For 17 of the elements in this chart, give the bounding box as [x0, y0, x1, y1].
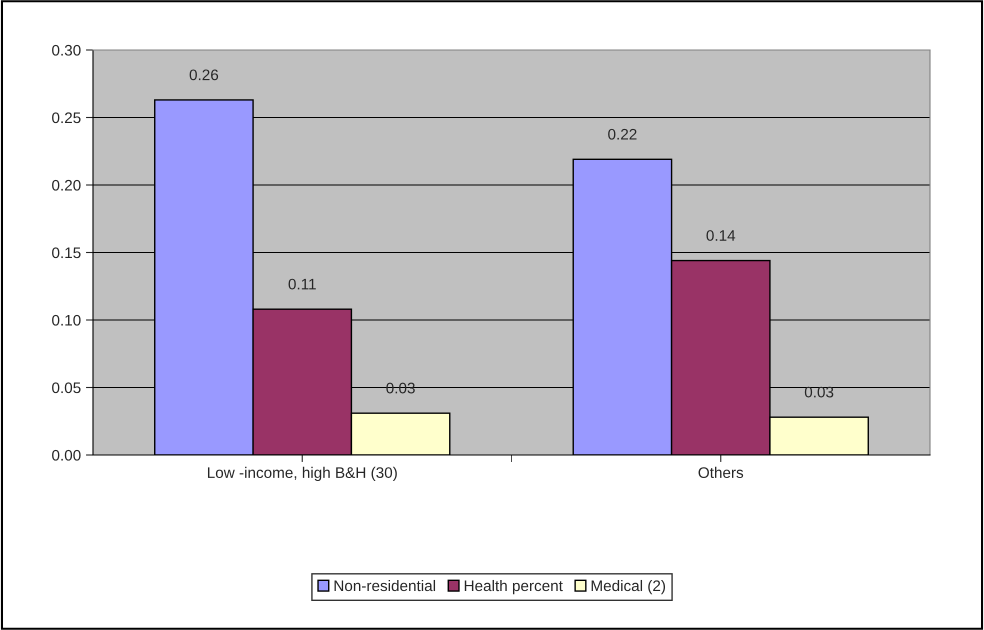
legend-label: Health percent [464, 580, 563, 594]
y-tick-label: 0.30 [52, 44, 81, 56]
legend-label: Medical (2) [592, 580, 666, 594]
legend-label: Non-residential [334, 580, 436, 592]
data-label: 0.11 [288, 278, 316, 290]
y-tick-label: 0.10 [52, 314, 81, 326]
data-label: 0.03 [804, 386, 834, 398]
x-tick-label: Low -income, high B&H (30) [208, 466, 397, 482]
data-label: 0.14 [706, 230, 736, 241]
y-tick-label: 0.00 [52, 450, 81, 461]
data-label: 0.26 [190, 69, 218, 80]
y-tick-label: 0.25 [52, 112, 81, 124]
data-label: 0.22 [608, 128, 637, 140]
x-tick-label: Others [698, 466, 744, 478]
y-tick-label: 0.20 [52, 180, 81, 191]
y-tick-label: 0.15 [52, 247, 81, 258]
y-tick-label: 0.05 [52, 382, 81, 394]
